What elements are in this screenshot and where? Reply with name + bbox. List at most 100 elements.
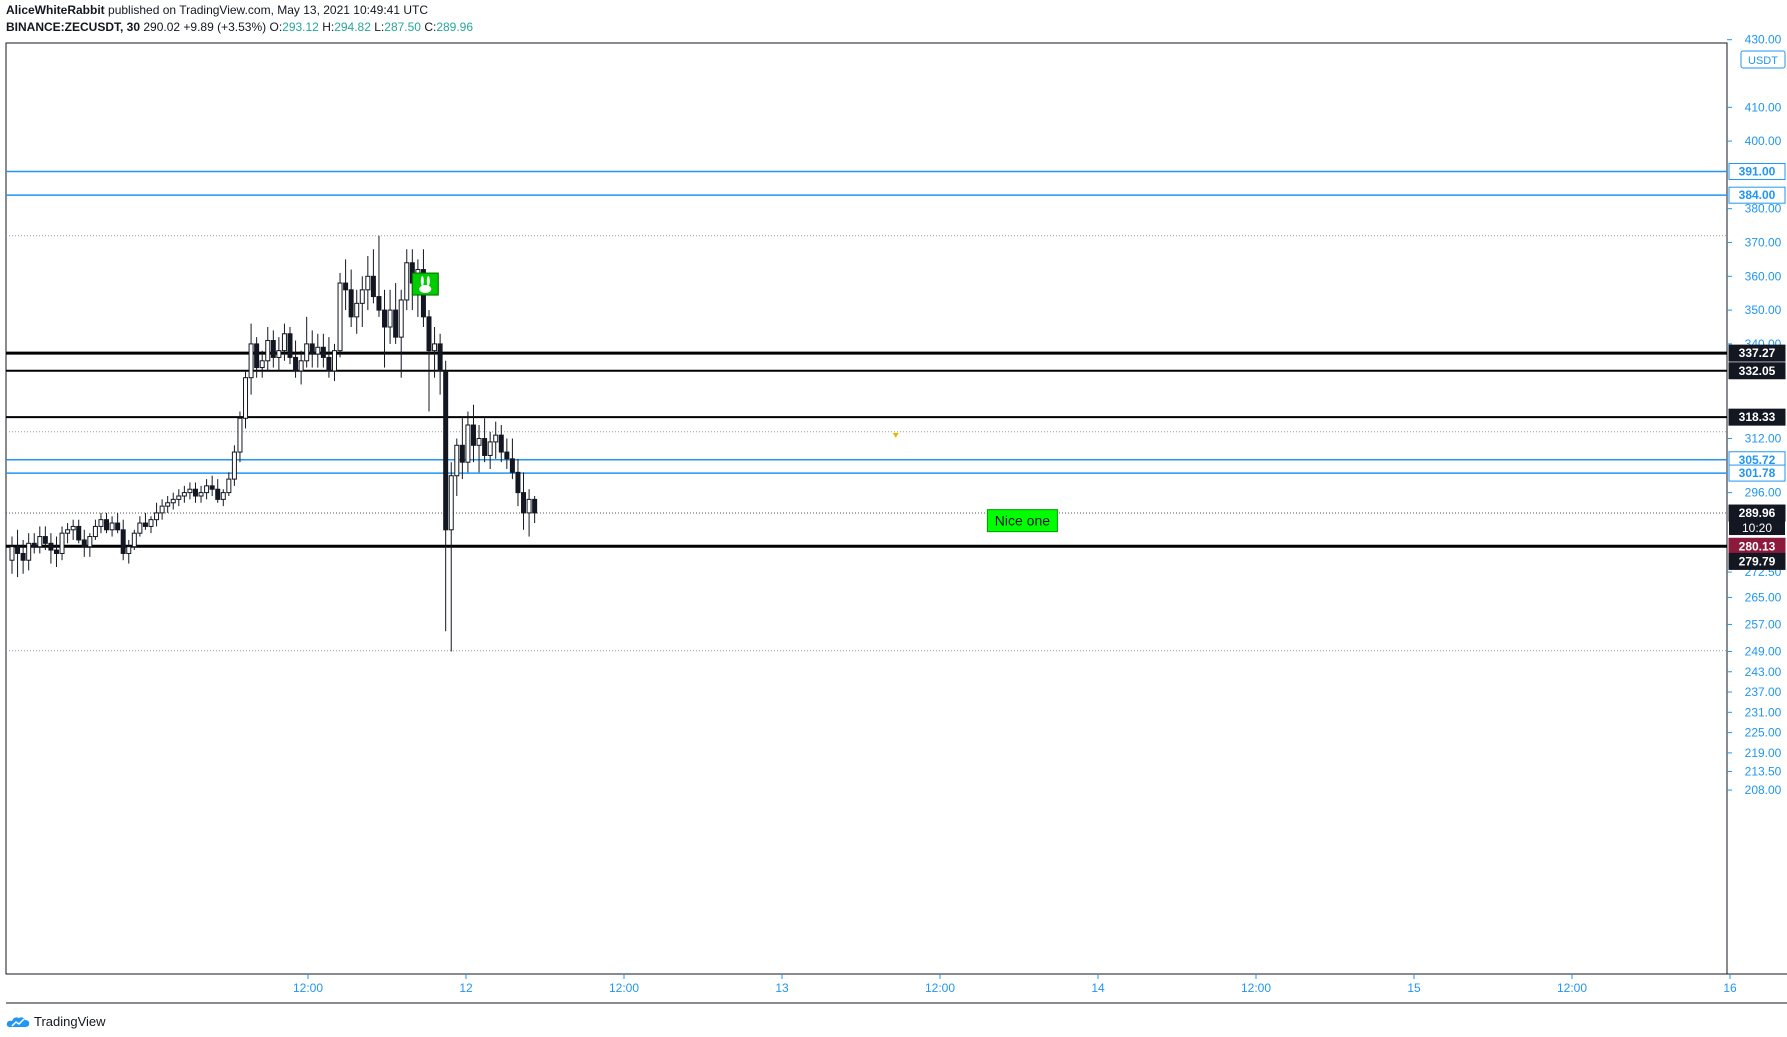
candle-body[interactable] [259,360,265,369]
candle-body[interactable] [348,289,354,318]
candle-body[interactable] [370,275,376,298]
candle-body[interactable] [293,356,299,372]
candle-body[interactable] [454,444,460,477]
candle-body[interactable] [76,525,82,541]
candle-body[interactable] [26,542,32,561]
candle-body[interactable] [120,529,126,554]
candle-body[interactable] [509,458,515,473]
candle-body[interactable] [215,488,221,500]
candle-body[interactable] [265,340,271,362]
candle-body[interactable] [309,343,315,355]
candle-body[interactable] [92,525,98,538]
candle-body[interactable] [104,519,110,531]
candle-body[interactable] [187,488,193,494]
candle-body[interactable] [304,343,310,362]
candle-body[interactable] [465,424,471,463]
candle-body[interactable] [281,333,287,352]
candle-body[interactable] [287,333,293,358]
candle-body[interactable] [498,434,504,453]
candle-body[interactable] [126,546,132,554]
candle-body[interactable] [209,485,215,490]
candle-body[interactable] [204,485,210,494]
nice-one-label-box[interactable] [986,509,1058,533]
candle-body[interactable] [443,370,449,531]
candle-body[interactable] [48,542,54,551]
candle-body[interactable] [165,502,171,507]
candle-body[interactable] [9,546,15,561]
candle-body[interactable] [365,275,371,291]
symbol-label[interactable]: BINANCE:ZECUSDT, 30 [6,20,141,34]
candle-body[interactable] [398,299,404,338]
candle-body[interactable] [521,492,527,514]
candle-body[interactable] [109,522,115,531]
candle-body[interactable] [37,536,43,548]
candle-body[interactable] [243,377,249,419]
candle-body[interactable] [159,505,165,514]
candle-body[interactable] [276,350,282,358]
candle-body[interactable] [248,343,254,379]
candle-body[interactable] [131,532,137,548]
tradingview-logo[interactable]: TradingView [6,1014,106,1029]
candle-body[interactable] [20,552,26,561]
candle-body[interactable] [15,546,21,554]
candle-body[interactable] [231,451,237,480]
candle-body[interactable] [254,343,260,369]
candle-body[interactable] [42,536,48,544]
candle-body[interactable] [270,340,276,358]
candle-body[interactable] [192,488,198,497]
candle-body[interactable] [331,350,337,372]
candle-body[interactable] [181,492,187,497]
candle-body[interactable] [526,498,532,514]
candle-body[interactable] [31,542,37,548]
rabbit-icon-box[interactable] [411,272,439,296]
candle-body[interactable] [448,475,454,531]
candle-body[interactable] [487,441,493,456]
candle-body[interactable] [482,438,488,456]
candle-body[interactable] [142,522,148,527]
candle-body[interactable] [515,471,521,494]
candle-body[interactable] [65,529,71,534]
candle-body[interactable] [343,282,349,291]
candle-body[interactable] [387,309,393,328]
candle-body[interactable] [53,549,59,554]
candle-body[interactable] [326,356,332,372]
candle-body[interactable] [382,309,388,328]
candle-body[interactable] [81,539,87,548]
candle-body[interactable] [470,424,476,446]
candle-body[interactable] [87,536,93,548]
candle-body[interactable] [354,302,360,318]
candle-body[interactable] [98,519,104,527]
price-tick-label: 430.00 [1745,33,1782,47]
candle-body[interactable] [459,444,465,463]
candle-body[interactable] [432,343,438,352]
candle-body[interactable] [376,296,382,311]
candle-body[interactable] [226,478,232,494]
candle-body[interactable] [237,417,243,453]
candle-body[interactable] [70,525,76,531]
candle-body[interactable] [504,451,510,460]
author-name[interactable]: AliceWhiteRabbit [6,3,105,17]
candle-body[interactable] [148,519,154,527]
candle-body[interactable] [532,498,538,514]
candle-body[interactable] [493,434,499,443]
plot-area[interactable] [5,42,1728,975]
candle-body[interactable] [476,438,482,446]
candle-body[interactable] [154,512,160,521]
candle-body[interactable] [320,346,326,358]
candle-body[interactable] [359,289,365,304]
candle-body[interactable] [137,522,143,534]
candle-body[interactable] [315,346,321,355]
candle-body[interactable] [393,309,399,338]
candle-body[interactable] [115,522,121,531]
candle-body[interactable] [298,360,304,372]
candle-body[interactable] [337,282,343,352]
candle-body[interactable] [437,343,443,372]
candle-body[interactable] [198,492,204,497]
candle-body[interactable] [170,498,176,504]
candle-body[interactable] [220,492,226,500]
candle-body[interactable] [176,495,182,500]
candle-body[interactable] [59,532,65,554]
candle-body[interactable] [404,262,410,301]
candle-body[interactable] [426,316,432,352]
